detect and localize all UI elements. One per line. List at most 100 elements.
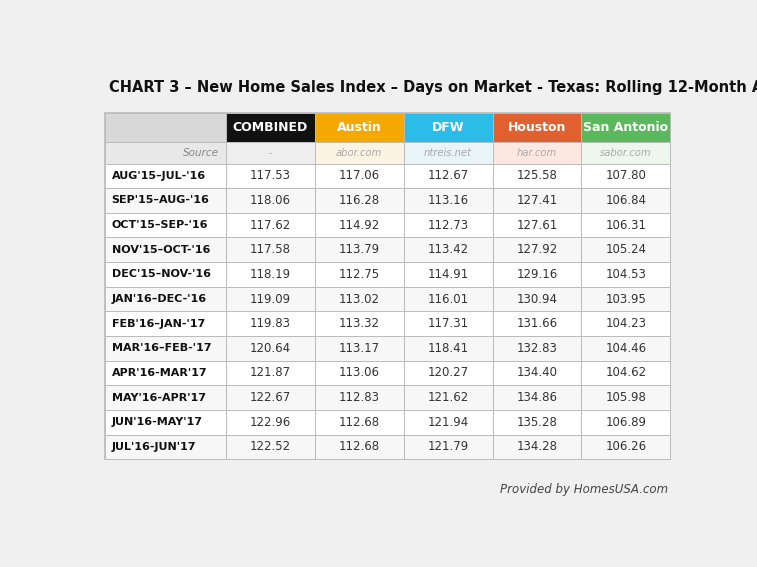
- Bar: [105, 434, 226, 459]
- Bar: [226, 386, 315, 410]
- Text: NOV'15–OCT-'16: NOV'15–OCT-'16: [112, 245, 210, 255]
- Text: Austin: Austin: [337, 121, 382, 134]
- Text: 112.73: 112.73: [428, 219, 469, 232]
- Text: 113.02: 113.02: [338, 293, 379, 306]
- Text: 103.95: 103.95: [606, 293, 646, 306]
- Text: JAN'16–DEC-'16: JAN'16–DEC-'16: [112, 294, 207, 304]
- Bar: [403, 188, 493, 213]
- Bar: [403, 213, 493, 238]
- Bar: [226, 238, 315, 262]
- Bar: [105, 213, 226, 238]
- Bar: [226, 311, 315, 336]
- Text: 113.16: 113.16: [428, 194, 469, 207]
- Text: 105.24: 105.24: [606, 243, 646, 256]
- Text: 122.67: 122.67: [250, 391, 291, 404]
- Text: MAY'16-APR'17: MAY'16-APR'17: [112, 392, 206, 403]
- Bar: [105, 238, 226, 262]
- Bar: [105, 142, 226, 163]
- Text: DEC'15–NOV-'16: DEC'15–NOV-'16: [112, 269, 210, 280]
- Text: SEP'15–AUG-'16: SEP'15–AUG-'16: [112, 196, 210, 205]
- Bar: [226, 287, 315, 311]
- Bar: [105, 188, 226, 213]
- Bar: [226, 336, 315, 361]
- Bar: [403, 434, 493, 459]
- Text: 104.62: 104.62: [606, 366, 646, 379]
- Bar: [403, 361, 493, 386]
- Text: 113.17: 113.17: [338, 342, 379, 355]
- Text: 106.26: 106.26: [606, 441, 646, 454]
- Bar: [581, 410, 671, 434]
- Text: 127.61: 127.61: [516, 219, 558, 232]
- Text: FEB'16–JAN-'17: FEB'16–JAN-'17: [112, 319, 205, 329]
- Text: 117.31: 117.31: [428, 317, 469, 330]
- Bar: [581, 386, 671, 410]
- Text: 113.42: 113.42: [428, 243, 469, 256]
- Bar: [315, 262, 403, 287]
- Text: 121.94: 121.94: [428, 416, 469, 429]
- Text: 134.40: 134.40: [516, 366, 557, 379]
- Text: 127.92: 127.92: [516, 243, 558, 256]
- Text: Houston: Houston: [508, 121, 566, 134]
- Text: 106.31: 106.31: [606, 219, 646, 232]
- Text: ntreis.net: ntreis.net: [424, 148, 472, 158]
- Text: MAR'16–FEB-'17: MAR'16–FEB-'17: [112, 344, 211, 353]
- Bar: [315, 142, 403, 163]
- Bar: [581, 188, 671, 213]
- Bar: [403, 262, 493, 287]
- Text: 106.89: 106.89: [606, 416, 646, 429]
- Bar: [493, 434, 581, 459]
- Bar: [315, 213, 403, 238]
- Bar: [581, 311, 671, 336]
- Text: 112.68: 112.68: [338, 416, 379, 429]
- Text: San Antonio: San Antonio: [584, 121, 668, 134]
- Bar: [581, 142, 671, 163]
- Text: 112.83: 112.83: [338, 391, 379, 404]
- Text: 120.64: 120.64: [250, 342, 291, 355]
- Text: 117.53: 117.53: [250, 170, 291, 183]
- Bar: [315, 336, 403, 361]
- Text: 104.23: 104.23: [606, 317, 646, 330]
- Bar: [105, 113, 671, 459]
- Bar: [493, 262, 581, 287]
- Text: 112.67: 112.67: [428, 170, 469, 183]
- Text: 113.79: 113.79: [338, 243, 379, 256]
- Bar: [403, 410, 493, 434]
- Text: 121.79: 121.79: [428, 441, 469, 454]
- Bar: [581, 213, 671, 238]
- Bar: [493, 188, 581, 213]
- Bar: [403, 386, 493, 410]
- Bar: [493, 142, 581, 163]
- Bar: [581, 434, 671, 459]
- Bar: [493, 361, 581, 386]
- Text: 135.28: 135.28: [516, 416, 557, 429]
- Text: 117.06: 117.06: [338, 170, 379, 183]
- Bar: [493, 410, 581, 434]
- Text: abor.com: abor.com: [336, 148, 382, 158]
- Text: 114.91: 114.91: [428, 268, 469, 281]
- Text: 117.62: 117.62: [250, 219, 291, 232]
- Text: 134.28: 134.28: [516, 441, 557, 454]
- Bar: [105, 163, 226, 188]
- Text: Source: Source: [183, 148, 220, 158]
- Bar: [581, 113, 671, 142]
- Bar: [226, 361, 315, 386]
- Text: 122.52: 122.52: [250, 441, 291, 454]
- Text: JUN'16-MAY'17: JUN'16-MAY'17: [112, 417, 203, 428]
- Text: 131.66: 131.66: [516, 317, 558, 330]
- Bar: [315, 163, 403, 188]
- Bar: [493, 113, 581, 142]
- Text: CHART 3 – New Home Sales Index – Days on Market - Texas: Rolling 12-Month Averag: CHART 3 – New Home Sales Index – Days on…: [108, 81, 757, 95]
- Text: har.com: har.com: [517, 148, 557, 158]
- Text: OCT'15–SEP-'16: OCT'15–SEP-'16: [112, 220, 208, 230]
- Text: 105.98: 105.98: [606, 391, 646, 404]
- Text: 118.06: 118.06: [250, 194, 291, 207]
- Text: 134.86: 134.86: [516, 391, 557, 404]
- Bar: [403, 113, 493, 142]
- Text: 104.53: 104.53: [606, 268, 646, 281]
- Text: 118.41: 118.41: [428, 342, 469, 355]
- Bar: [581, 287, 671, 311]
- Text: 119.09: 119.09: [250, 293, 291, 306]
- Bar: [105, 336, 226, 361]
- Bar: [315, 311, 403, 336]
- Text: COMBINED: COMBINED: [232, 121, 307, 134]
